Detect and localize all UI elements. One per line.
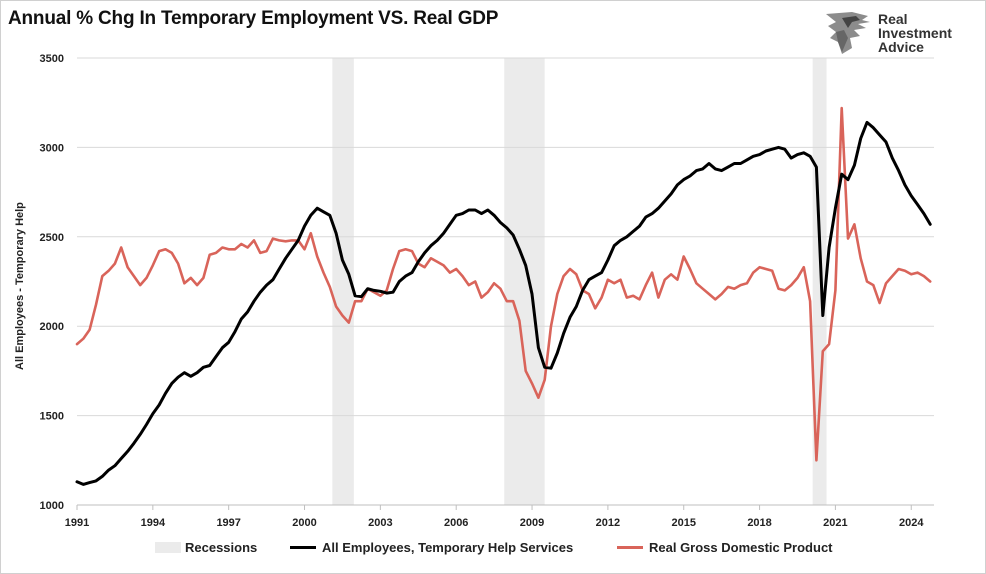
legend-item-gdp: Real Gross Domestic Product bbox=[617, 537, 833, 557]
series-line-gdp bbox=[75, 106, 932, 462]
x-tick-label: 2021 bbox=[823, 517, 847, 529]
legend-swatch-gdp bbox=[617, 545, 643, 549]
x-tick-label: 2024 bbox=[899, 517, 924, 529]
y-tick-label: 2000 bbox=[40, 321, 64, 333]
y-tick-label: 3000 bbox=[40, 142, 64, 154]
x-tick-label: 2000 bbox=[292, 517, 316, 529]
x-tick-label: 2009 bbox=[520, 517, 544, 529]
legend-swatch-recessions bbox=[155, 541, 181, 553]
y-tick-label: 3500 bbox=[40, 53, 64, 65]
brand-logo: Real Investment Advice bbox=[822, 8, 982, 58]
legend: Recessions All Employees, Temporary Help… bbox=[0, 537, 986, 557]
x-tick-label: 1997 bbox=[216, 517, 240, 529]
x-tick-label: 1991 bbox=[65, 517, 89, 529]
x-tick-label: 2003 bbox=[368, 517, 392, 529]
legend-label-recessions: Recessions bbox=[185, 539, 258, 555]
x-tick-label: 2006 bbox=[444, 517, 468, 529]
y-tick-label: 1000 bbox=[40, 500, 64, 512]
x-tick-label: 1994 bbox=[141, 517, 166, 529]
gridlines bbox=[77, 57, 934, 417]
x-tick-label: 2012 bbox=[596, 517, 620, 529]
series-line-temp-help bbox=[75, 120, 932, 486]
logo-line-investment: Investment bbox=[878, 25, 952, 41]
y-tick-label: 1500 bbox=[40, 411, 64, 423]
legend-swatch-temp-help bbox=[290, 545, 316, 549]
x-tick-label: 2015 bbox=[671, 517, 695, 529]
series-lines bbox=[75, 106, 932, 486]
logo-text: Real Investment Advice bbox=[878, 12, 952, 54]
recession-band-1 bbox=[504, 58, 545, 505]
x-tick-label: 2018 bbox=[747, 517, 771, 529]
legend-label-gdp: Real Gross Domestic Product bbox=[649, 539, 833, 555]
logo-line-real: Real bbox=[878, 11, 908, 27]
y-tick-label: 2500 bbox=[40, 232, 64, 244]
eagle-icon bbox=[826, 12, 870, 54]
recession-band-0 bbox=[332, 58, 354, 505]
legend-item-temp-help: All Employees, Temporary Help Services bbox=[290, 537, 573, 557]
legend-item-recessions: Recessions bbox=[155, 537, 257, 557]
axes: 1000 1500 2000 2500 3000 3500 1991 1994 1997 2000… bbox=[40, 53, 934, 529]
logo-line-advice: Advice bbox=[878, 39, 924, 55]
chart-title: Annual % Chg In Temporary Employment VS.… bbox=[8, 8, 499, 29]
legend-label-temp-help: All Employees, Temporary Help Services bbox=[322, 539, 574, 555]
